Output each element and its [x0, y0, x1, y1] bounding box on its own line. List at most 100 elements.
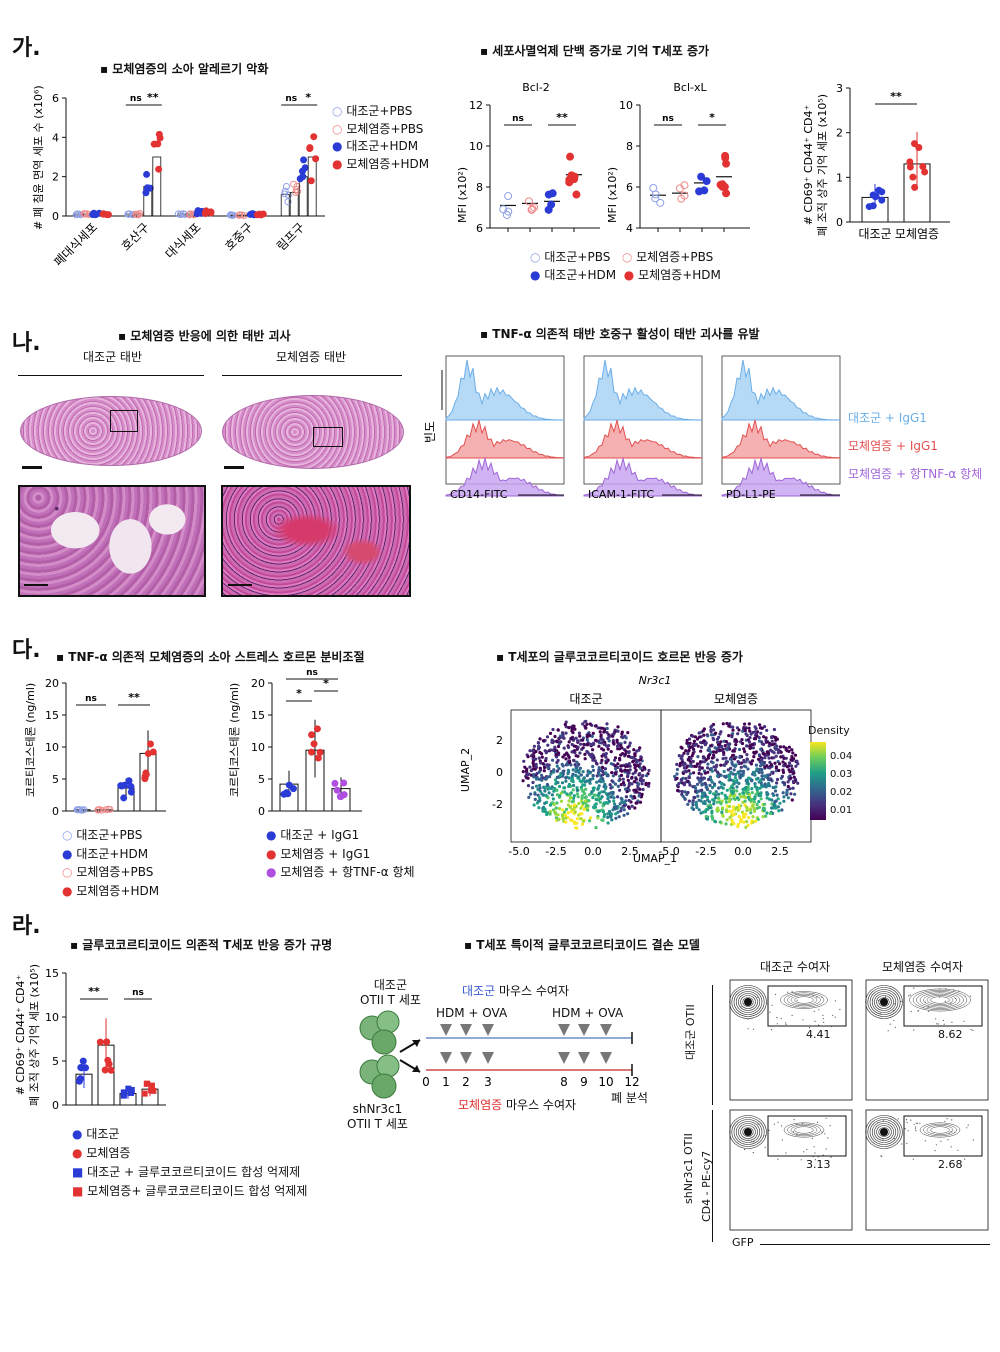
umap-point [757, 800, 761, 804]
umap-point [583, 780, 587, 784]
umap-point [719, 773, 723, 777]
contour-ring [733, 1119, 763, 1145]
data-point [96, 1038, 104, 1046]
flow-event [967, 1124, 969, 1126]
umap-point [724, 822, 728, 826]
flow-event [777, 1158, 779, 1160]
umap-point [554, 806, 558, 810]
umap-point [537, 806, 541, 810]
umap-point [596, 816, 600, 820]
umap-point [745, 744, 749, 748]
y-tick-label: 12 [469, 99, 483, 112]
x-tick-label: 0.0 [584, 845, 602, 858]
data-point [120, 1092, 127, 1099]
flow-event [776, 1023, 778, 1025]
dose-marker [578, 1052, 590, 1064]
flow-event [775, 993, 777, 996]
umap-point [752, 806, 756, 810]
flow-event [757, 1123, 759, 1125]
flow-event [919, 1122, 921, 1124]
legend-item: ● 대조군+HDM [62, 846, 149, 861]
flow-event [792, 1131, 794, 1133]
umap-point [602, 815, 606, 819]
umap-point [753, 730, 757, 734]
data-point [127, 783, 135, 791]
umap-point [542, 769, 546, 773]
umap-point [787, 768, 791, 772]
dose-marker [440, 1052, 452, 1064]
umap-point [564, 731, 568, 735]
flow-event [893, 1137, 895, 1139]
contour-ring [909, 988, 971, 1012]
data-point [909, 173, 917, 181]
umap-point [716, 796, 720, 800]
data-point [869, 191, 877, 199]
umap-point [623, 768, 627, 772]
umap-point [550, 740, 554, 744]
flow-event [966, 1155, 968, 1157]
density-tick: 0.04 [830, 751, 853, 762]
hdm-ova-2: HDM + OVA [552, 1006, 624, 1020]
flow-value: 3.13 [806, 1158, 831, 1171]
umap-point [702, 739, 706, 743]
umap-point [735, 739, 739, 744]
data-point [94, 806, 102, 814]
umap-point [772, 756, 776, 760]
umap-point [732, 794, 736, 798]
umap-point [599, 733, 603, 737]
flow-event [752, 1152, 754, 1154]
umap-point [739, 765, 743, 769]
legend-item: ● 모체염증 [72, 1146, 131, 1160]
umap-point [758, 764, 763, 768]
umap-point [582, 807, 586, 812]
data-point [911, 140, 919, 148]
data-point [293, 182, 301, 190]
umap-point [574, 736, 578, 740]
umap-point [575, 817, 580, 821]
umap-point [537, 756, 541, 760]
umap-point [754, 769, 758, 773]
data-point [104, 1056, 112, 1064]
density-tick: 0.03 [830, 769, 853, 780]
umap-point [784, 746, 788, 750]
umap-point [737, 728, 741, 732]
data-point [236, 211, 244, 219]
umap-point [750, 787, 754, 791]
umap-point [747, 793, 752, 797]
umap-point [568, 805, 572, 809]
flow-event [814, 1159, 816, 1161]
umap-point [794, 764, 798, 768]
umap-point [706, 762, 710, 766]
umap-point [729, 757, 734, 761]
umap-point [749, 807, 753, 812]
umap-point [721, 806, 725, 810]
umap-point [760, 758, 764, 762]
umap-point [564, 720, 568, 724]
y-tick-label: 2 [836, 127, 843, 140]
umap-point [543, 785, 547, 789]
umap-point [735, 789, 739, 793]
umap-point [777, 768, 781, 773]
data-point [107, 1066, 115, 1074]
y-tick-label: 5 [52, 1055, 59, 1068]
umap-point [547, 766, 551, 770]
umap-point [782, 781, 787, 785]
umap-point [727, 724, 731, 728]
umap-point [561, 817, 565, 821]
umap-point [587, 733, 591, 737]
umap-point [776, 751, 780, 755]
data-point [528, 204, 537, 213]
umap-point [720, 782, 724, 786]
umap-point [556, 744, 561, 749]
flow-event [937, 1023, 939, 1025]
umap-point [739, 740, 743, 744]
data-point [301, 164, 309, 172]
flow-event [954, 997, 956, 999]
umap-point [638, 762, 642, 766]
umap-point [693, 795, 697, 800]
umap-point [630, 775, 634, 780]
umap-point [723, 774, 727, 778]
umap-point [624, 749, 628, 753]
umap-point [552, 768, 556, 772]
umap-point [630, 782, 634, 786]
